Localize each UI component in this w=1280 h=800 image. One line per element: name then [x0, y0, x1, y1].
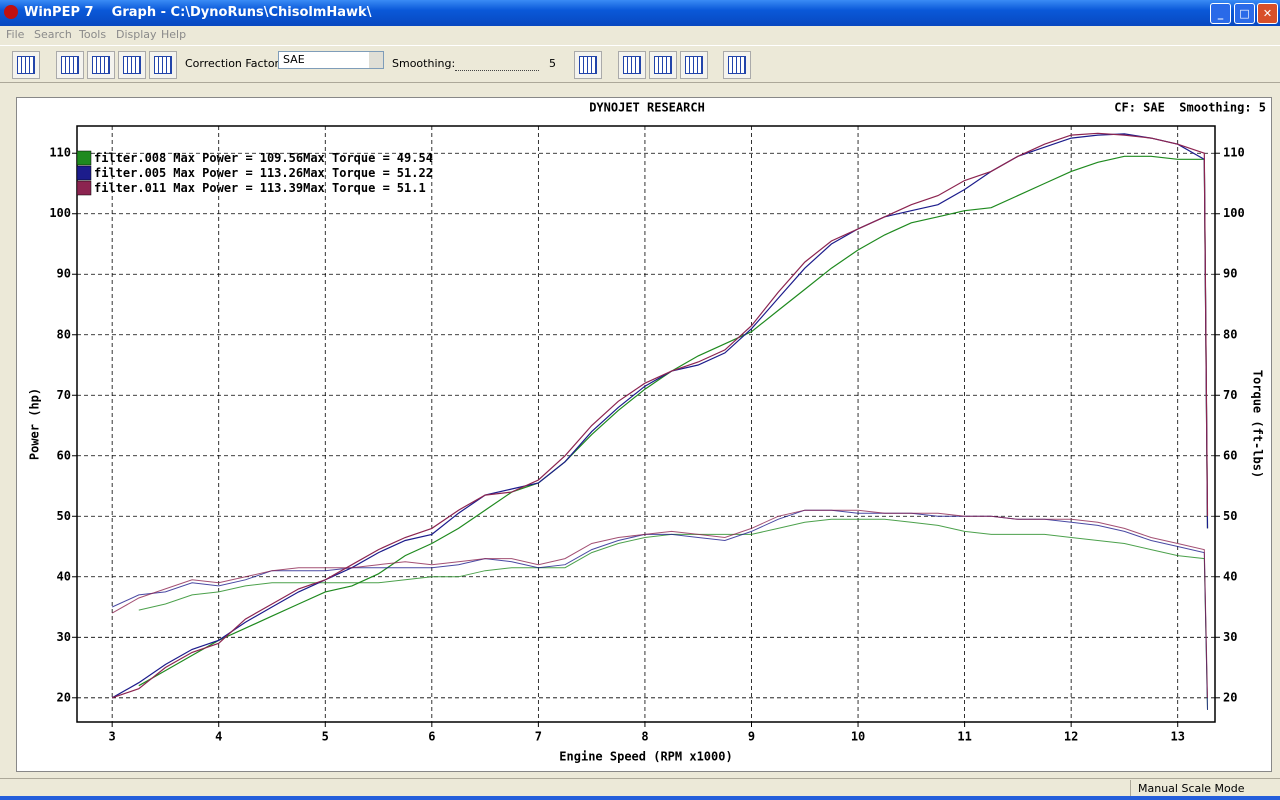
x-tick-label: 10: [851, 730, 865, 744]
legend-torque-label: Max Torque =: [303, 151, 390, 165]
y2-tick-label: 50: [1223, 509, 1237, 523]
minimize-button[interactable]: _: [1210, 3, 1231, 24]
legend-name: filter.011: [94, 181, 166, 195]
legend-max-power: 113.39: [260, 181, 303, 195]
toolbar-button[interactable]: [118, 51, 146, 79]
correction-value: SAE: [283, 53, 305, 66]
torque-line: [138, 518, 1208, 710]
y2-axis-label: Torque (ft-lbs): [1251, 370, 1265, 478]
legend-max-torque: 51.22: [397, 166, 433, 180]
toolbar-button[interactable]: [87, 51, 115, 79]
legend-swatch: [76, 180, 92, 196]
y2-tick-label: 90: [1223, 267, 1237, 281]
y2-tick-label: 80: [1223, 327, 1237, 341]
taskbar-edge: [0, 796, 1280, 800]
legend-torque-label: Max Torque =: [303, 166, 390, 180]
legend-power-label: Max Power =: [173, 181, 252, 195]
legend-torque-label: Max Torque =: [303, 181, 390, 195]
status-text: Manual Scale Mode: [1138, 782, 1245, 795]
x-tick-label: 12: [1064, 730, 1078, 744]
legend-power-label: Max Power =: [173, 151, 252, 165]
y2-tick-label: 100: [1223, 206, 1245, 220]
graph-panel: DYNOJET RESEARCH CF: SAE Smoothing: 5 En…: [16, 97, 1272, 772]
x-tick-label: 3: [109, 730, 116, 744]
menu-item[interactable]: Search: [34, 28, 72, 41]
y-tick-label: 110: [49, 146, 71, 160]
chart-subtitle: CF: SAE Smoothing: 5: [1114, 101, 1266, 115]
x-tick-label: 11: [957, 730, 971, 744]
toolbar-button[interactable]: [56, 51, 84, 79]
chart-title: DYNOJET RESEARCH: [589, 101, 705, 115]
menu-bar: File Search Tools Display Help: [0, 26, 1280, 45]
y-tick-label: 90: [57, 267, 71, 281]
legend-entry: filter.008 Max Power = 109.56Max Torque = 4…: [94, 151, 433, 165]
smoothing-label: Smoothing:: [392, 57, 456, 70]
toolbar-button[interactable]: [12, 51, 40, 79]
y2-tick-label: 40: [1223, 569, 1237, 583]
toolbar-button[interactable]: [680, 51, 708, 79]
toolbar-button[interactable]: [618, 51, 646, 79]
menu-item[interactable]: File: [6, 28, 25, 41]
x-tick-label: 13: [1170, 730, 1184, 744]
title-bar: WinPEP 7 Graph - C:\DynoRuns\ChisolmHawk…: [0, 0, 1280, 26]
legend-entry: filter.011 Max Power = 113.39Max Torque = 5…: [94, 181, 426, 195]
menu-item[interactable]: Display: [116, 28, 157, 41]
smoothing-value: 5: [549, 57, 556, 70]
x-tick-label: 4: [215, 730, 222, 744]
legend-max-torque: 51.1: [397, 181, 426, 195]
power-line: [138, 155, 1209, 687]
smoothing-slider[interactable]: [455, 54, 539, 71]
legend-max-torque: 49.54: [397, 151, 433, 165]
menu-item[interactable]: Help: [161, 28, 187, 41]
menu-item[interactable]: Tools: [79, 28, 107, 41]
power-line: [112, 132, 1209, 699]
x-tick-label: 5: [322, 730, 329, 744]
toolbar-button[interactable]: [649, 51, 677, 79]
legend-max-power: 113.26: [260, 166, 303, 180]
maximize-button[interactable]: □: [1234, 3, 1255, 24]
torque-line: [111, 509, 1208, 698]
close-button[interactable]: ✕: [1257, 3, 1278, 24]
dropdown-arrow: [369, 52, 383, 68]
y2-tick-label: 70: [1223, 388, 1237, 402]
y2-tick-label: 110: [1223, 146, 1245, 160]
toolbar: Correction Factor: SAE Smoothing: 5: [0, 45, 1280, 83]
correction-label: Correction Factor:: [185, 57, 283, 70]
y-tick-label: 80: [57, 327, 71, 341]
legend-name: filter.005: [94, 166, 166, 180]
y-tick-label: 30: [57, 630, 71, 644]
plot-area: [76, 125, 1216, 723]
legend-swatch: [76, 165, 92, 181]
y-tick-label: 70: [57, 388, 71, 402]
status-bar: Manual Scale Mode: [0, 778, 1280, 797]
y-tick-label: 40: [57, 569, 71, 583]
chart: DYNOJET RESEARCH CF: SAE Smoothing: 5 En…: [28, 101, 1267, 764]
legend-entry: filter.005 Max Power = 113.26Max Torque = 5…: [94, 166, 433, 180]
y-tick-label: 60: [57, 448, 71, 462]
legend-name: filter.008: [94, 151, 166, 165]
correction-select[interactable]: SAE: [278, 51, 384, 69]
x-axis-label: Engine Speed (RPM x1000): [559, 750, 732, 764]
y-axis-label: Power (hp): [28, 388, 42, 460]
y-tick-label: 20: [57, 690, 71, 704]
y-tick-label: 50: [57, 509, 71, 523]
x-tick-label: 9: [748, 730, 755, 744]
status-divider: [1130, 780, 1131, 796]
x-tick-label: 8: [641, 730, 648, 744]
x-tick-label: 6: [428, 730, 435, 744]
legend-swatch: [76, 150, 92, 166]
legend-max-power: 109.56: [260, 151, 303, 165]
toolbar-button[interactable]: [574, 51, 602, 79]
legend-power-label: Max Power =: [173, 166, 252, 180]
app-icon: [4, 5, 18, 19]
y-tick-label: 100: [49, 206, 71, 220]
y2-tick-label: 30: [1223, 630, 1237, 644]
y2-tick-label: 20: [1223, 690, 1237, 704]
y2-tick-label: 60: [1223, 448, 1237, 462]
x-tick-label: 7: [535, 730, 542, 744]
toolbar-button[interactable]: [149, 51, 177, 79]
toolbar-button[interactable]: [723, 51, 751, 79]
window-title: WinPEP 7 Graph - C:\DynoRuns\ChisolmHawk…: [24, 5, 372, 20]
